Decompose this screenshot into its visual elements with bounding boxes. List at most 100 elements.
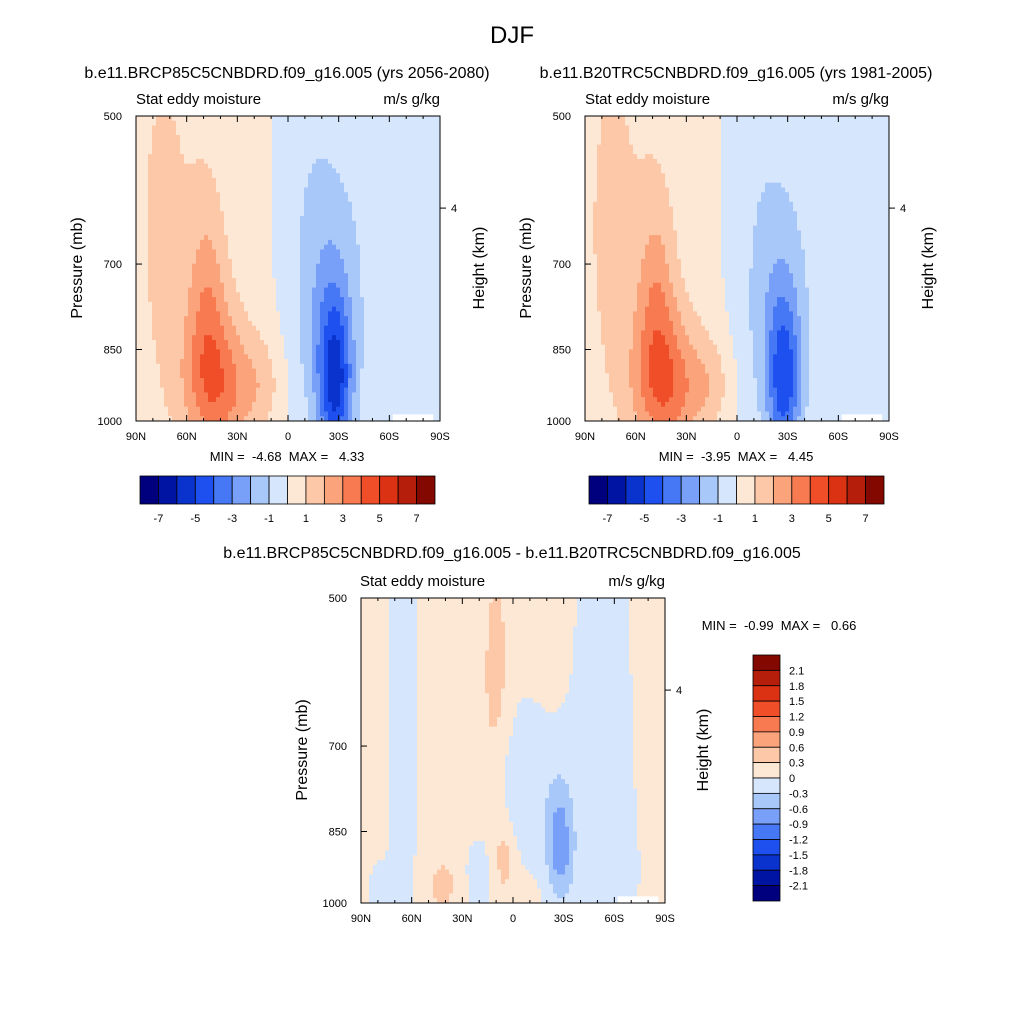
panel-future-cell — [336, 344, 341, 351]
panel-future-cell — [284, 306, 289, 312]
panel-future-cell — [328, 225, 333, 231]
panel-future-cell — [312, 344, 317, 351]
panel-future-cell — [196, 311, 201, 317]
panel-future-cell — [320, 344, 325, 351]
panel-future-cell — [176, 320, 181, 327]
panel-future-cell — [196, 135, 201, 141]
panel-future-cell — [316, 287, 321, 293]
panel-future-cell — [368, 387, 373, 394]
panel-future-cell — [408, 235, 413, 241]
panel-future-cell — [200, 149, 205, 155]
panel-future-cell — [396, 359, 401, 365]
panel-future-cell — [316, 187, 321, 193]
panel-future-cell — [216, 235, 221, 241]
panel-future-cell — [176, 177, 181, 184]
panel-future-cell — [380, 344, 385, 351]
panel-future-cell — [276, 316, 281, 322]
panel-future-cell — [168, 373, 173, 379]
panel-future-cell — [188, 373, 193, 379]
panel-future-cell — [276, 287, 281, 293]
panel-future-cell — [348, 149, 353, 155]
panel-future-cell — [208, 125, 213, 131]
panel-future-cell — [408, 282, 413, 289]
panel-future-cell — [340, 239, 345, 246]
panel-future-cell — [240, 401, 245, 408]
panel-future-cell — [204, 211, 209, 217]
panel-future-cell — [208, 363, 213, 370]
panel-future-cell — [252, 187, 257, 193]
panel-future-cell — [172, 192, 177, 198]
panel-future-cell — [372, 373, 377, 379]
panel-future-cell — [376, 225, 381, 231]
panel-future-cell — [324, 320, 329, 327]
panel-future-cell — [404, 354, 409, 360]
panel-future-cell — [136, 411, 141, 417]
panel-future-cell — [208, 354, 213, 360]
panel-future-cell — [244, 273, 249, 279]
panel-future-cell — [208, 144, 213, 150]
panel-future-cell — [296, 125, 301, 131]
panel-future-cell — [308, 349, 313, 355]
panel-future-cell — [296, 168, 301, 174]
panel-future-cell — [356, 116, 361, 122]
panel-future-cell — [188, 363, 193, 370]
panel-future-cell — [148, 206, 153, 212]
panel-future-cell — [180, 320, 185, 327]
panel-future-cell — [228, 282, 233, 289]
panel-future-cell — [344, 387, 349, 394]
panel-future-cell — [236, 192, 241, 198]
panel-future-cell — [324, 330, 329, 336]
panel-future-cell — [172, 416, 177, 421]
panel-future-cell — [276, 268, 281, 274]
panel-future-cell — [208, 278, 213, 284]
panel-future-cell — [140, 263, 145, 270]
panel-future-cell — [372, 125, 377, 131]
panel-future-cell — [348, 225, 353, 231]
panel-future-cell — [348, 211, 353, 217]
panel-future-cell — [324, 349, 329, 355]
panel-historical: b.e11.B20TRC5CNBDRD.f09_g16.005 (yrs 198… — [518, 65, 937, 525]
panel-future-cell — [188, 397, 193, 403]
panel-future-cell — [320, 382, 325, 389]
panel-future-cell — [292, 297, 297, 303]
panel-future-cell — [412, 354, 417, 360]
panel-future-cell — [268, 273, 273, 279]
panel-future-cell — [412, 139, 417, 146]
panel-future-cell — [272, 154, 277, 160]
panel-future-cell — [312, 116, 317, 122]
panel-future-cell — [232, 230, 237, 236]
panel-historical-cell — [705, 116, 710, 122]
panel-future-cell — [176, 363, 181, 370]
panel-future-cell — [228, 363, 233, 370]
panel-future-cell — [332, 144, 337, 150]
panel-future-cell — [344, 273, 349, 279]
panel-future-cell — [208, 382, 213, 389]
panel-future-cell — [424, 311, 429, 317]
panel-future-cell — [300, 154, 305, 160]
panel-future-cell — [332, 173, 337, 179]
panel-future-cell — [404, 320, 409, 327]
panel-future-cell — [324, 335, 329, 341]
panel-future-cell — [348, 339, 353, 346]
panel-future-cell — [256, 168, 261, 174]
panel-future-cell — [244, 201, 249, 208]
panel-future-cell — [324, 177, 329, 184]
panel-future-cell — [164, 368, 169, 374]
panel-future-cell — [244, 125, 249, 131]
panel-future-cell — [312, 392, 317, 398]
panel-future-cell — [248, 287, 253, 293]
panel-future-cell — [256, 325, 261, 332]
panel-future-cell — [332, 306, 337, 312]
panel-future-cell — [208, 339, 213, 346]
panel-future-cell — [388, 192, 393, 198]
panel-future-cell — [192, 135, 197, 141]
panel-future-cell — [352, 144, 357, 150]
panel-future-cell — [344, 268, 349, 274]
panel-future-cell — [168, 116, 173, 122]
panel-future-cell — [156, 401, 161, 408]
panel-future-cell — [156, 373, 161, 379]
panel-future-cell — [288, 416, 293, 421]
panel-future-cell — [240, 201, 245, 208]
panel-future-cell — [168, 154, 173, 160]
panel-future-cell — [224, 187, 229, 193]
